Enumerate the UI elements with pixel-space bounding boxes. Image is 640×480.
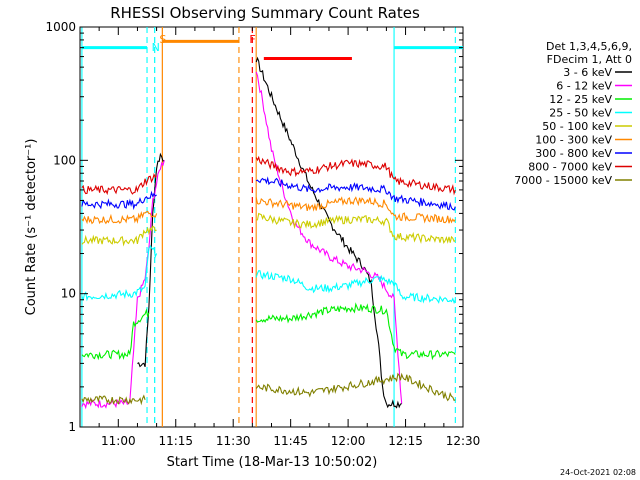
series-line: [255, 56, 402, 409]
series-line: [81, 173, 158, 196]
series-line: [81, 244, 158, 302]
legend-entry-label: 25 - 50 keV: [549, 107, 612, 120]
event-markers: SN F: [81, 27, 456, 427]
legend-entry-label: 50 - 100 keV: [542, 120, 612, 133]
series-line: [255, 176, 456, 211]
series-line: [255, 196, 456, 224]
series-line: [255, 372, 456, 402]
x-axis-label: Start Time (18-Mar-13 10:50:02): [167, 455, 378, 470]
y-axis-label: Count Rate (s⁻¹ detector⁻¹): [24, 139, 39, 316]
x-axis-ticks: 11:00 11:15 11:30 11:45 12:00 12:15 12:30: [98, 27, 481, 448]
x-tick-label: 11:45: [273, 434, 308, 448]
series-line: [255, 302, 456, 361]
legend-entry-label: 7000 - 15000 keV: [514, 174, 612, 187]
legend-entry-label: 100 - 300 keV: [535, 134, 612, 147]
event-marker-label: S: [159, 33, 166, 46]
series-line: [81, 308, 150, 361]
legend-entry-label: 12 - 25 keV: [549, 93, 612, 106]
series-line: [256, 212, 456, 245]
series-line: [81, 190, 157, 211]
x-tick-label: 11:30: [216, 434, 251, 448]
series-line: [255, 270, 456, 305]
y-axis-ticks: 1 10 100 1000: [45, 20, 463, 434]
y-tick-label: 1000: [45, 20, 76, 34]
y-tick-label: 1: [68, 420, 76, 434]
x-tick-label: 12:00: [331, 434, 366, 448]
series-line: [81, 160, 165, 410]
chart-title: RHESSI Observing Summary Count Rates: [110, 4, 420, 22]
legend-entry-label: 6 - 12 keV: [556, 80, 612, 93]
series-line: [81, 225, 157, 247]
legend-entry-label: 3 - 6 keV: [563, 66, 612, 79]
event-marker-label: F: [249, 33, 255, 46]
legend-entry-label: 800 - 7000 keV: [528, 161, 612, 174]
series-line: [81, 394, 146, 406]
legend-entry-label: 300 - 800 keV: [535, 147, 612, 160]
event-marker-label: N: [152, 41, 160, 54]
legend: Det 1,3,4,5,6,9, FDecim 1, Att 0 3 - 6 k…: [514, 40, 632, 187]
annotation-bars: [81, 39, 463, 61]
series-line: [255, 155, 456, 196]
x-tick-label: 12:15: [388, 434, 423, 448]
legend-header-detectors: Det 1,3,4,5,6,9,: [546, 40, 632, 53]
series-line: [81, 210, 158, 225]
series-line: [255, 71, 403, 404]
series-line: [137, 152, 165, 368]
legend-header-decimation: FDecim 1, Att 0: [547, 53, 632, 66]
x-tick-label: 11:15: [158, 434, 193, 448]
plot-frame: [79, 26, 464, 428]
y-tick-label: 100: [53, 153, 76, 167]
y-tick-label: 10: [61, 287, 76, 301]
x-tick-label: 11:00: [101, 434, 136, 448]
series-lines: [81, 56, 456, 410]
footer-date: 24-Oct-2021 02:08: [560, 468, 636, 477]
x-tick-label: 12:30: [446, 434, 481, 448]
